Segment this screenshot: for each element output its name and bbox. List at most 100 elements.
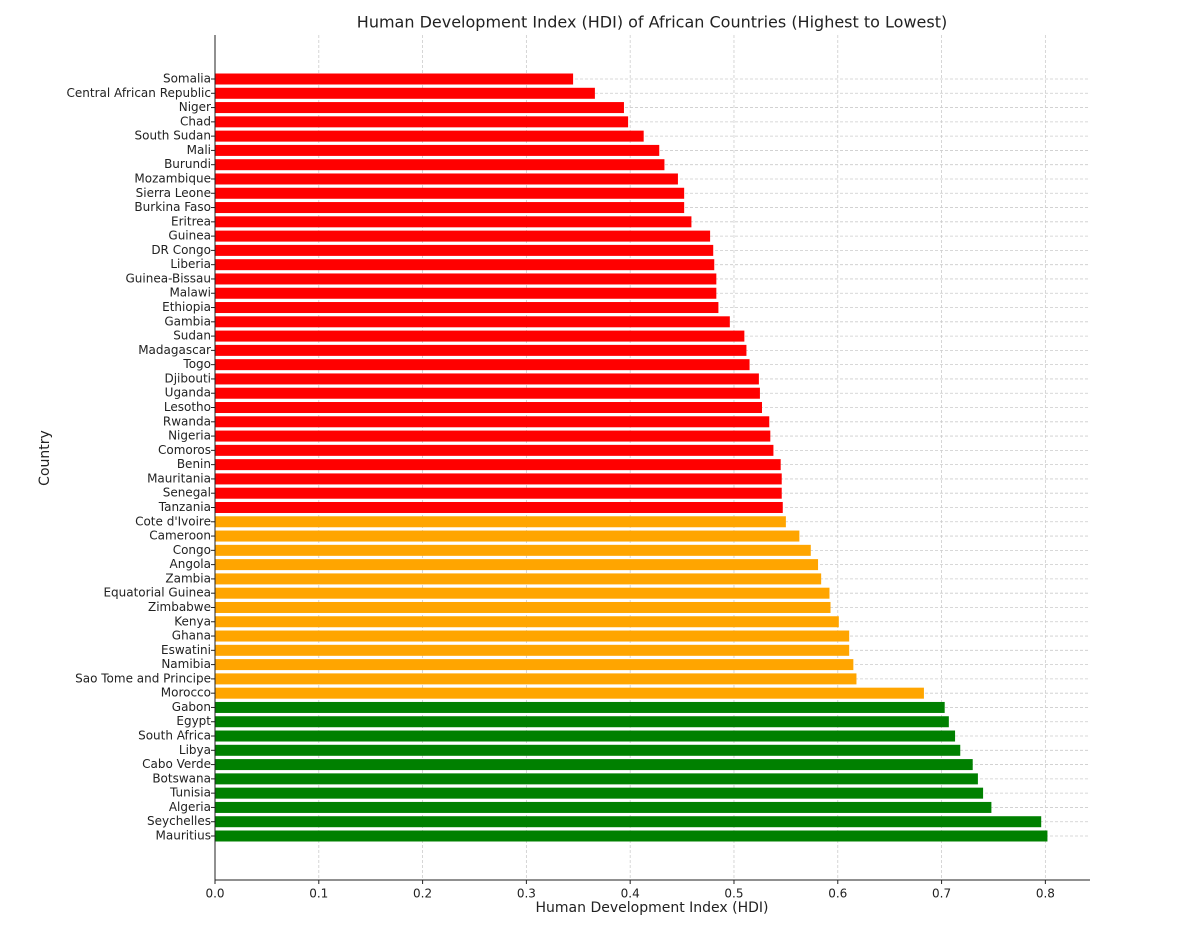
y-tick-label: Egypt xyxy=(176,714,211,728)
y-tick-label: Seychelles xyxy=(147,814,211,828)
y-tick-label: Niger xyxy=(179,100,211,114)
y-tick-label: Cote d'Ivoire xyxy=(135,514,211,528)
y-tick-label: Tanzania xyxy=(158,500,211,514)
y-tick-label: Sao Tome and Principe xyxy=(75,671,211,685)
y-tick-label: Guinea-Bissau xyxy=(125,271,211,285)
y-tick-label: Ethiopia xyxy=(162,300,211,314)
y-tick-label: Senegal xyxy=(163,486,211,500)
bar xyxy=(215,87,595,99)
bar xyxy=(215,144,660,156)
y-tick-label: Chad xyxy=(180,114,211,128)
bar xyxy=(215,473,782,485)
bar xyxy=(215,202,685,214)
bar xyxy=(215,773,978,785)
bar xyxy=(215,487,782,499)
bar xyxy=(215,302,719,314)
y-tick-label: Mozambique xyxy=(134,171,211,185)
y-tick-label: Somalia xyxy=(163,72,211,86)
bar xyxy=(215,102,624,114)
y-tick-label: Gabon xyxy=(172,700,211,714)
y-tick-label: Togo xyxy=(182,357,211,371)
bar xyxy=(215,287,717,299)
y-tick-label: Guinea xyxy=(168,229,211,243)
bar xyxy=(215,759,973,771)
x-axis-label: Human Development Index (HDI) xyxy=(536,900,769,916)
bar xyxy=(215,816,1042,828)
y-tick-label: Angola xyxy=(170,557,211,571)
y-tick-label: Morocco xyxy=(161,686,211,700)
y-tick-label: Sudan xyxy=(173,329,211,343)
bar xyxy=(215,416,770,428)
y-tick-label: Nigeria xyxy=(168,429,211,443)
bar xyxy=(215,787,984,799)
y-tick-label: Comoros xyxy=(158,443,211,457)
x-tick-label: 0.4 xyxy=(621,887,640,901)
y-tick-label: Madagascar xyxy=(138,343,211,357)
y-tick-label: Rwanda xyxy=(163,414,211,428)
y-tick-label: Tunisia xyxy=(169,786,211,800)
y-tick-label: Zambia xyxy=(165,571,211,585)
x-tick-label: 0.6 xyxy=(828,887,847,901)
x-tick-label: 0.5 xyxy=(724,887,743,901)
y-tick-label: South Africa xyxy=(138,729,211,743)
y-tick-label: Congo xyxy=(173,543,211,557)
y-axis-label: Country xyxy=(37,430,53,486)
bar xyxy=(215,501,783,513)
bar xyxy=(215,630,850,642)
x-tick-label: 0.8 xyxy=(1036,887,1055,901)
bar xyxy=(215,402,763,414)
bar xyxy=(215,801,992,813)
y-tick-label: Algeria xyxy=(169,800,211,814)
bar xyxy=(215,573,822,585)
y-tick-label: DR Congo xyxy=(151,243,211,257)
x-tick-label: 0.0 xyxy=(205,887,224,901)
bar xyxy=(215,544,811,556)
bar xyxy=(215,330,745,342)
bar xyxy=(215,259,715,271)
y-tick-label: Equatorial Guinea xyxy=(103,586,211,600)
bar xyxy=(215,830,1048,842)
bar xyxy=(215,216,692,228)
bar xyxy=(215,744,961,756)
y-tick-label: South Sudan xyxy=(135,129,212,143)
bar xyxy=(215,659,854,671)
bar xyxy=(215,673,857,685)
y-tick-label: Lesotho xyxy=(164,400,211,414)
y-tick-label: Libya xyxy=(179,743,211,757)
y-tick-label: Djibouti xyxy=(164,371,211,385)
y-tick-label: Central African Republic xyxy=(67,86,211,100)
bar xyxy=(215,587,830,599)
bar xyxy=(215,230,711,242)
y-tick-label: Eritrea xyxy=(171,214,211,228)
bar xyxy=(215,716,949,728)
y-tick-label: Burundi xyxy=(164,157,211,171)
y-tick-label: Gambia xyxy=(164,314,211,328)
bar xyxy=(215,444,774,456)
bar xyxy=(215,559,819,571)
y-tick-label: Eswatini xyxy=(161,643,211,657)
x-tick-label: 0.2 xyxy=(413,887,432,901)
bar xyxy=(215,373,759,385)
bar xyxy=(215,344,747,356)
bar xyxy=(215,273,717,285)
bar xyxy=(215,316,730,328)
bar xyxy=(215,730,956,742)
bar xyxy=(215,116,629,128)
x-tick-label: 0.3 xyxy=(517,887,536,901)
y-tick-label: Namibia xyxy=(161,657,211,671)
bar xyxy=(215,430,771,442)
x-tick-label: 0.1 xyxy=(309,887,328,901)
bar xyxy=(215,701,945,713)
bar xyxy=(215,73,574,85)
bar xyxy=(215,387,760,399)
y-tick-label: Cameroon xyxy=(149,529,211,543)
y-tick-label: Zimbabwe xyxy=(148,600,211,614)
y-tick-label: Malawi xyxy=(169,286,211,300)
bar xyxy=(215,530,800,542)
bar xyxy=(215,173,678,185)
bar xyxy=(215,244,714,256)
y-tick-label: Sierra Leone xyxy=(136,186,211,200)
chart-title: Human Development Index (HDI) of African… xyxy=(357,13,947,32)
y-tick-label: Cabo Verde xyxy=(142,757,211,771)
